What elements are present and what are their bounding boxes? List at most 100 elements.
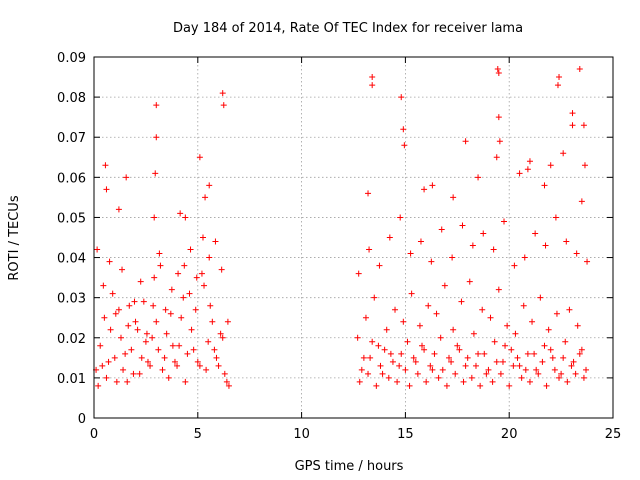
data-point [144,358,151,365]
data-point [354,334,361,341]
data-point [408,290,415,297]
data-point [454,342,461,349]
data-point [149,334,156,341]
y-tick-label: 0.02 [57,332,86,347]
data-point [153,318,160,325]
data-point [163,330,170,337]
data-point [128,346,135,353]
data-point [188,326,195,333]
data-point [564,378,571,385]
x-tick-label: 20 [501,427,518,442]
data-point [386,234,393,241]
data-point [111,354,118,361]
data-point [169,342,176,349]
data-point [94,246,101,253]
data-point [421,346,428,353]
data-point [151,214,158,221]
data-point [431,350,438,357]
data-point [193,274,200,281]
data-point [526,158,533,165]
data-point [583,366,590,373]
data-point [511,262,518,269]
data-point [402,366,409,373]
data-point [156,250,163,257]
data-point [355,270,362,277]
data-point [178,314,185,321]
x-tick-label: 25 [605,427,622,442]
data-point [556,374,563,381]
data-point [215,362,222,369]
data-point [462,362,469,369]
data-point [181,262,188,269]
data-point [206,254,213,261]
data-point [396,362,403,369]
data-point [568,362,575,369]
data-point [547,346,554,353]
data-point [97,342,104,349]
data-point [472,362,479,369]
data-point [131,298,138,305]
data-point [162,306,169,313]
data-point [491,338,498,345]
data-point [171,358,178,365]
data-point [157,262,164,269]
data-point [479,306,486,313]
data-point [186,290,193,297]
data-point [115,206,122,213]
y-tick-label: 0.06 [57,171,86,186]
data-point [516,362,523,369]
data-point [356,378,363,385]
data-point [184,350,191,357]
data-point [103,374,110,381]
data-point [187,246,194,253]
x-tick-label: 10 [293,427,310,442]
data-point [120,366,127,373]
data-point [481,350,488,357]
data-point [545,326,552,333]
data-point [397,214,404,221]
data-point [508,346,515,353]
data-point [464,354,471,361]
data-point [362,314,369,321]
data-point [475,174,482,181]
x-tick-label: 15 [397,427,414,442]
data-point [103,186,110,193]
data-point [218,266,225,273]
data-point [526,378,533,385]
data-point [493,154,500,161]
data-point [578,198,585,205]
y-tick-label: 0.03 [57,292,86,307]
data-point [518,374,525,381]
data-point [207,302,214,309]
data-point [167,310,174,317]
data-point [553,310,560,317]
data-point [543,382,550,389]
data-point [212,238,219,245]
data-point [375,342,382,349]
data-point [419,342,426,349]
data-point [112,310,119,317]
data-point [495,286,502,293]
y-tick-labels: 0 0.01 0.02 0.03 0.04 0.05 0.06 0.07 0.08 0.09 [57,51,86,427]
data-point [225,382,232,389]
data-point [572,370,579,377]
data-point [221,370,228,377]
data-point [489,378,496,385]
data-point [211,346,218,353]
data-point [159,366,166,373]
data-point [219,90,226,97]
data-point [401,142,408,149]
data-point [122,350,129,357]
data-point [224,318,231,325]
data-point [192,306,199,313]
data-point [462,138,469,145]
data-point [562,338,569,345]
data-point [494,66,501,73]
data-point [115,306,122,313]
data-point [445,354,452,361]
data-point [143,330,150,337]
data-point [412,358,419,365]
data-point [102,162,109,169]
data-point [547,162,554,169]
